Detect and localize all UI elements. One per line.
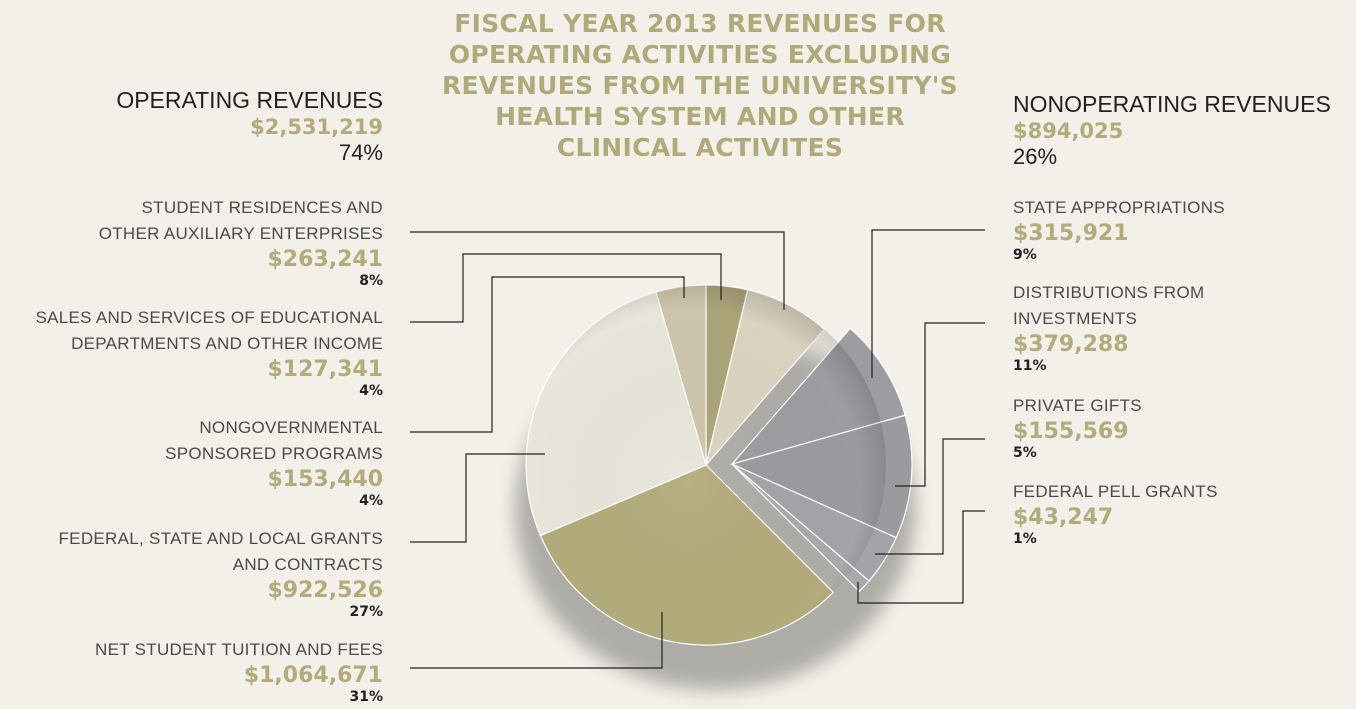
label-student-residences: STUDENT RESIDENCES AND OTHER AUXILIARY E… — [99, 195, 383, 289]
leader-lines — [410, 229, 985, 669]
label-amount: $43,247 — [1013, 505, 1114, 530]
leader-line — [410, 276, 685, 433]
leader-line — [857, 510, 985, 604]
nonoperating-revenues-percent: 26% — [1013, 144, 1058, 169]
label-net-student-tuition: NET STUDENT TUITION AND FEES $1,064,671 … — [95, 637, 383, 705]
label-percent: 27% — [349, 604, 383, 620]
nonoperating-revenues-header: NONOPERATING REVENUES $894,025 26% — [1013, 90, 1331, 170]
label-line: FEDERAL PELL GRANTS — [1013, 482, 1218, 501]
label-percent: 8% — [359, 273, 383, 289]
label-line: STUDENT RESIDENCES AND — [141, 198, 383, 217]
label-amount: $153,440 — [267, 467, 383, 492]
label-amount: $127,341 — [267, 357, 383, 382]
chart-title-line: HEALTH SYSTEM AND OTHER — [495, 102, 905, 131]
chart-title-line: OPERATING ACTIVITIES EXCLUDING — [448, 40, 952, 69]
label-line: PRIVATE GIFTS — [1013, 396, 1142, 415]
label-percent: 5% — [1013, 445, 1037, 461]
label-line: INVESTMENTS — [1013, 309, 1138, 328]
label-percent: 31% — [349, 689, 383, 705]
operating-revenues-amount: $2,531,219 — [250, 115, 383, 139]
label-federal-pell-grants: FEDERAL PELL GRANTS $43,247 1% — [1013, 479, 1218, 547]
label-line: DISTRIBUTIONS FROM — [1013, 283, 1205, 302]
leader-line — [871, 229, 985, 378]
label-line: NET STUDENT TUITION AND FEES — [95, 640, 383, 659]
label-percent: 11% — [1013, 358, 1047, 374]
label-percent: 4% — [359, 493, 383, 509]
label-line: OTHER AUXILIARY ENTERPRISES — [98, 224, 383, 243]
operating-revenues-header: OPERATING REVENUES $2,531,219 74% — [116, 86, 383, 166]
label-amount: $379,288 — [1013, 332, 1129, 357]
label-sales-services: SALES AND SERVICES OF EDUCATIONAL DEPART… — [36, 305, 383, 399]
label-line: AND CONTRACTS — [232, 555, 383, 574]
leader-line — [410, 612, 663, 669]
leader-line — [895, 322, 985, 487]
label-line: STATE APPROPRIATIONS — [1013, 198, 1225, 217]
chart-title: FISCAL YEAR 2013 REVENUES FOR OPERATING … — [400, 8, 1000, 163]
label-line: NONGOVERNMENTAL — [199, 418, 383, 437]
nonoperating-revenues-title: NONOPERATING REVENUES — [1013, 91, 1331, 117]
label-amount: $263,241 — [267, 247, 383, 272]
label-line: SPONSORED PROGRAMS — [165, 444, 383, 463]
label-amount: $1,064,671 — [243, 663, 383, 688]
label-state-appropriations: STATE APPROPRIATIONS $315,921 9% — [1013, 195, 1225, 263]
operating-revenues-title: OPERATING REVENUES — [116, 87, 383, 113]
leader-line — [410, 231, 785, 310]
chart-title-line: REVENUES FROM THE UNIVERSITY'S — [441, 71, 958, 100]
chart-title-line: FISCAL YEAR 2013 REVENUES FOR — [454, 9, 946, 38]
label-percent: 1% — [1013, 531, 1037, 547]
leader-line — [875, 438, 985, 555]
label-nongovernmental: NONGOVERNMENTAL SPONSORED PROGRAMS $153,… — [165, 415, 383, 509]
leader-line — [410, 453, 545, 543]
label-federal-state-grants: FEDERAL, STATE AND LOCAL GRANTS AND CONT… — [59, 526, 384, 620]
label-amount: $315,921 — [1013, 221, 1129, 246]
nonoperating-revenues-amount: $894,025 — [1013, 119, 1124, 143]
label-amount: $922,526 — [267, 578, 383, 603]
label-distributions-investments: DISTRIBUTIONS FROM INVESTMENTS $379,288 … — [1013, 280, 1204, 374]
label-line: SALES AND SERVICES OF EDUCATIONAL — [35, 308, 383, 327]
leader-line — [410, 253, 722, 323]
label-amount: $155,569 — [1013, 419, 1129, 444]
label-percent: 9% — [1013, 247, 1037, 263]
label-percent: 4% — [359, 383, 383, 399]
label-line: FEDERAL, STATE AND LOCAL GRANTS — [58, 529, 383, 548]
label-line: DEPARTMENTS AND OTHER INCOME — [71, 334, 383, 353]
label-private-gifts: PRIVATE GIFTS $155,569 5% — [1013, 393, 1142, 461]
operating-revenues-percent: 74% — [338, 140, 383, 165]
chart-title-line: CLINICAL ACTIVITES — [556, 133, 844, 162]
